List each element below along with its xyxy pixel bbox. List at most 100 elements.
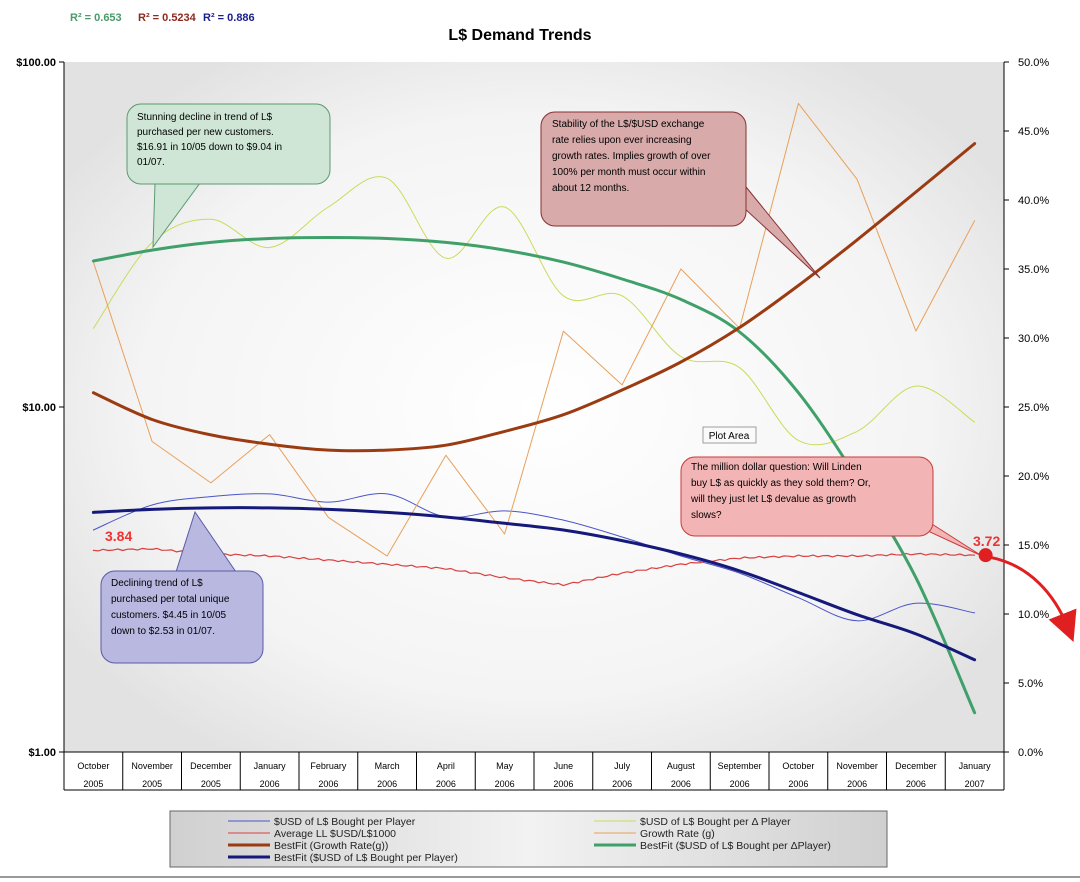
right-tick-label: 15.0%: [1018, 540, 1049, 552]
r2-labels: R² = 0.653 R² = 0.5234 R² = 0.886: [70, 12, 255, 24]
category-month-label: May: [496, 761, 514, 771]
callout-text-line: Stunning decline in trend of L$: [137, 112, 273, 123]
right-tick-label: 45.0%: [1018, 126, 1049, 138]
callout-text-line: 100% per month must occur within: [552, 167, 705, 178]
end-value-label: 3.72: [973, 533, 1000, 549]
plot-area-label: Plot Area: [702, 426, 757, 444]
callout-box: [126, 103, 331, 185]
category-year-label: 2006: [847, 779, 867, 789]
right-tick-label: 5.0%: [1018, 678, 1043, 690]
callout-text-line: growth rates. Implies growth of over: [552, 151, 711, 162]
legend-label: $USD of L$ Bought per Δ Player: [640, 816, 791, 828]
category-year-label: 2006: [671, 779, 691, 789]
right-tick-label: 10.0%: [1018, 609, 1049, 621]
category-year-label: 2007: [965, 779, 985, 789]
right-tick-label: 0.0%: [1018, 747, 1043, 759]
series-line: [92, 176, 976, 446]
right-tick-label: 30.0%: [1018, 333, 1049, 345]
series-line: [92, 493, 976, 622]
legend-item: BestFit (Growth Rate(g)): [228, 840, 388, 852]
callout-brown: Stability of the L$/$USD exchange rate re…: [540, 111, 821, 279]
category-year-label: 2006: [495, 779, 515, 789]
callouts: Stunning decline in trend of L$ purchased…: [100, 103, 1077, 664]
category-year-label: 2005: [201, 779, 221, 789]
category-year-label: 2006: [377, 779, 397, 789]
series-line: [91, 506, 977, 662]
plot-area-text: Plot Area: [709, 431, 750, 442]
legend-item: $USD of L$ Bought per Δ Player: [594, 816, 791, 828]
plot-area-box: [702, 426, 757, 444]
category-month-label: November: [131, 761, 173, 771]
category-month-label: August: [667, 761, 696, 771]
category-year-label: 2006: [730, 779, 750, 789]
legend-item: Growth Rate (g): [594, 828, 715, 840]
category-year-label: 2006: [612, 779, 632, 789]
start-value-label: 3.84: [105, 528, 132, 544]
category-year-label: 2005: [83, 779, 103, 789]
callout-text-line: $16.91 in 10/05 down to $9.04 in: [137, 142, 282, 153]
category-month-label: June: [554, 761, 574, 771]
category-month-label: November: [836, 761, 878, 771]
end-value-marker: [978, 548, 993, 563]
legend-item: BestFit ($USD of L$ Bought per Player): [228, 852, 458, 864]
legend-label: BestFit ($USD of L$ Bought per ΔPlayer): [640, 840, 831, 852]
legend-label: $USD of L$ Bought per Player: [274, 816, 416, 828]
devalue-arrow: [989, 555, 1077, 642]
legend-label: BestFit (Growth Rate(g)): [274, 840, 388, 852]
callout-text-line: 01/07.: [137, 157, 165, 168]
legend: $USD of L$ Bought per Player $USD of L$ B…: [0, 810, 1080, 878]
right-tick-label: 40.0%: [1018, 195, 1049, 207]
category-month-label: July: [614, 761, 631, 771]
axes: $1.00 $10.00 $100.00 0.0% 5.0% 10.0% 15.0% 20.0…: [16, 57, 1049, 791]
r2-label-blue: R² = 0.886: [203, 12, 255, 24]
category-year-label: 2006: [318, 779, 338, 789]
right-tick-label: 20.0%: [1018, 471, 1049, 483]
category-month-label: December: [190, 761, 232, 771]
callout-text-line: buy L$ as quickly as they sold them? Or,: [691, 478, 871, 489]
category-year-label: 2006: [906, 779, 926, 789]
category-year-label: 2006: [553, 779, 573, 789]
left-tick-label: $100.00: [16, 57, 56, 69]
series-line: [92, 102, 976, 557]
category-month-label: January: [959, 761, 992, 771]
legend-label: BestFit ($USD of L$ Bought per Player): [274, 852, 458, 864]
legend-label: Growth Rate (g): [640, 828, 715, 840]
chart-title: L$ Demand Trends: [448, 27, 591, 44]
category-month-label: October: [77, 761, 109, 771]
right-tick-label: 50.0%: [1018, 57, 1049, 69]
series-line: [92, 547, 976, 587]
category-month-label: April: [437, 761, 455, 771]
callout-box: [100, 570, 264, 664]
category-year-label: 2005: [142, 779, 162, 789]
r2-label-green: R² = 0.653: [70, 12, 122, 24]
legend-label: Average LL $USD/L$1000: [274, 828, 396, 840]
callout-red: The million dollar question: Will Linden…: [680, 456, 983, 557]
callout-text-line: customers. $4.45 in 10/05: [111, 610, 227, 621]
legend-item: $USD of L$ Bought per Player: [228, 816, 416, 828]
callout-text-line: purchased per total unique: [111, 594, 230, 605]
category-month-label: October: [782, 761, 814, 771]
callout-text-line: rate relies upon ever increasing: [552, 135, 692, 146]
category-month-label: January: [254, 761, 287, 771]
callout-text-line: down to $2.53 in 01/07.: [111, 626, 215, 637]
category-year-label: 2006: [260, 779, 280, 789]
category-year-label: 2006: [436, 779, 456, 789]
r2-label-brown: R² = 0.5234: [138, 12, 197, 24]
callout-text-line: Stability of the L$/$USD exchange: [552, 119, 705, 130]
callout-text-line: The million dollar question: Will Linden: [691, 462, 862, 473]
callout-box: [680, 456, 934, 537]
callout-box: [540, 111, 747, 227]
right-tick-label: 35.0%: [1018, 264, 1049, 276]
legend-item: BestFit ($USD of L$ Bought per ΔPlayer): [594, 840, 831, 852]
category-year-label: 2006: [788, 779, 808, 789]
callout-text-line: Declining trend of L$: [111, 578, 203, 589]
series-line: [91, 142, 977, 453]
callout-blue: Declining trend of L$ purchased per total…: [100, 510, 264, 664]
category-month-label: March: [375, 761, 400, 771]
callout-text-line: slows?: [691, 510, 722, 521]
category-month-label: December: [895, 761, 937, 771]
category-month-label: September: [718, 761, 762, 771]
callout-green: Stunning decline in trend of L$ purchased…: [126, 103, 331, 249]
